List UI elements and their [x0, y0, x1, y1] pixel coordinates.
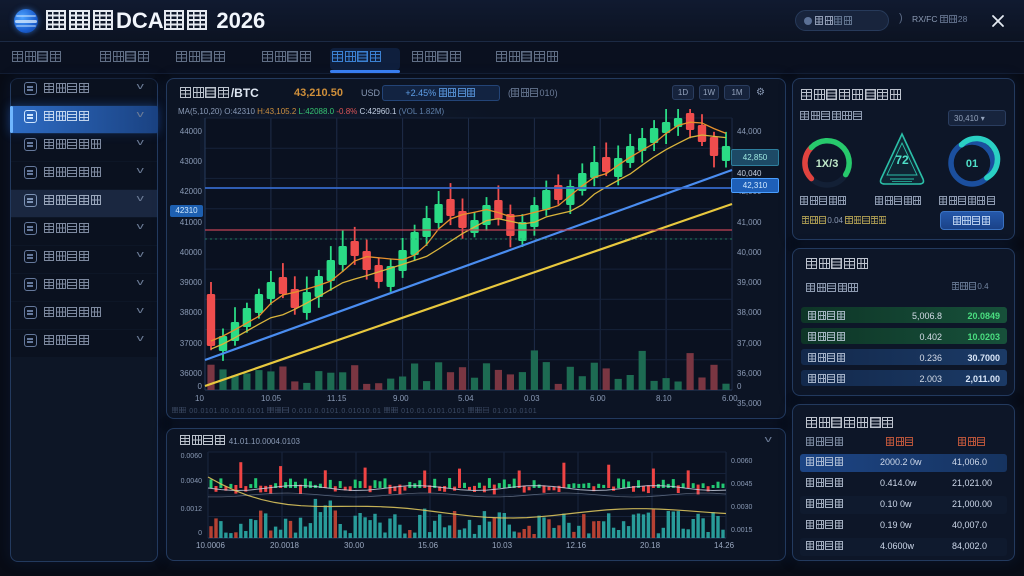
svg-text:01: 01: [966, 158, 978, 170]
svg-text:1X/3: 1X/3: [816, 158, 839, 170]
svg-text:72: 72: [895, 153, 909, 167]
